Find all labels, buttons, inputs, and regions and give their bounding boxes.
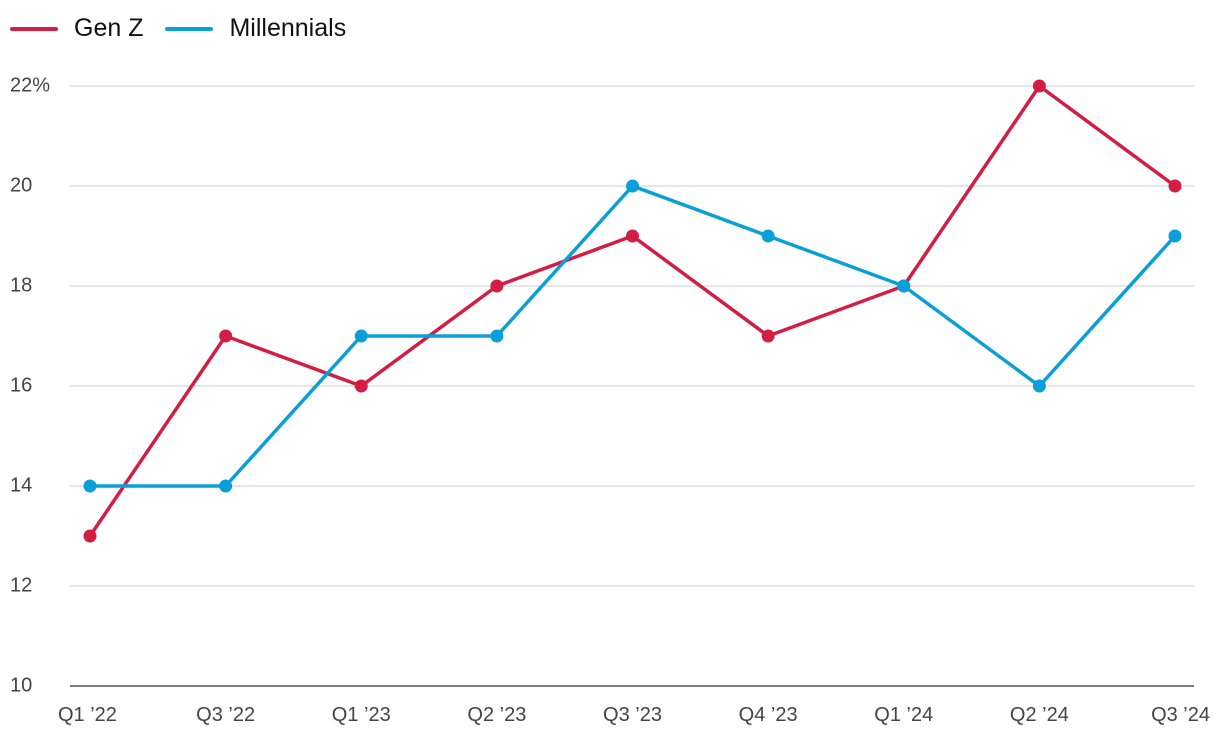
data-point-millennials [897,279,911,293]
legend-swatch-millennials [165,26,214,31]
y-tick-label: 20 [10,174,32,196]
data-point-millennials [761,229,775,243]
data-point-millennials [1168,229,1182,243]
y-tick-label: 12 [10,574,32,596]
data-point-millennials [219,479,233,493]
y-tick-label: 18 [10,274,32,296]
data-point-gen-z [761,329,775,343]
y-tick-label: 16 [10,374,32,396]
series-gen-z [83,79,1182,543]
data-point-millennials [626,179,639,193]
data-point-millennials [490,329,504,343]
legend-item-gen-z: Gen Z [10,14,143,43]
y-tick-label: 14 [10,474,32,496]
x-tick-label: Q2 ’24 [1010,704,1069,726]
data-point-millennials [354,329,368,343]
y-tick-label: 22% [10,74,50,96]
data-point-gen-z [354,379,368,393]
legend-item-millennials: Millennials [165,14,346,43]
y-tick-label: 10 [10,674,32,696]
x-tick-label: Q3 ’24 [1151,704,1210,726]
data-point-gen-z [490,279,504,293]
data-point-gen-z [626,229,639,243]
x-tick-label: Q4 ’23 [739,704,798,726]
y-axis: 10 12 14 16 18 20 22% [10,74,50,696]
gridlines [70,85,1194,687]
data-point-gen-z [1168,179,1182,193]
x-tick-label: Q1 ’23 [332,704,391,726]
data-point-gen-z [219,329,233,343]
series-millennials [83,179,1182,493]
legend-label-millennials: Millennials [229,14,347,42]
data-point-millennials [1032,379,1046,393]
x-tick-label: Q3 ’22 [196,704,255,726]
legend: Gen Z Millennials [10,14,368,43]
x-tick-label: Q3 ’23 [603,704,662,726]
data-point-millennials [83,479,97,493]
x-tick-label: Q1 ’24 [874,704,933,726]
legend-swatch-gen-z [10,26,58,31]
series-layer [83,79,1182,543]
data-point-gen-z [83,529,97,543]
legend-label-gen-z: Gen Z [74,14,144,42]
data-point-gen-z [1032,79,1046,93]
x-tick-label: Q1 ’22 [58,704,117,726]
x-tick-label: Q2 ’23 [467,704,526,726]
x-axis: Q1 ’22 Q3 ’22 Q1 ’23 Q2 ’23 Q3 ’23 Q4 ’23 Q1 ’… [58,704,1210,726]
series-line-gen-z [88,84,1177,538]
